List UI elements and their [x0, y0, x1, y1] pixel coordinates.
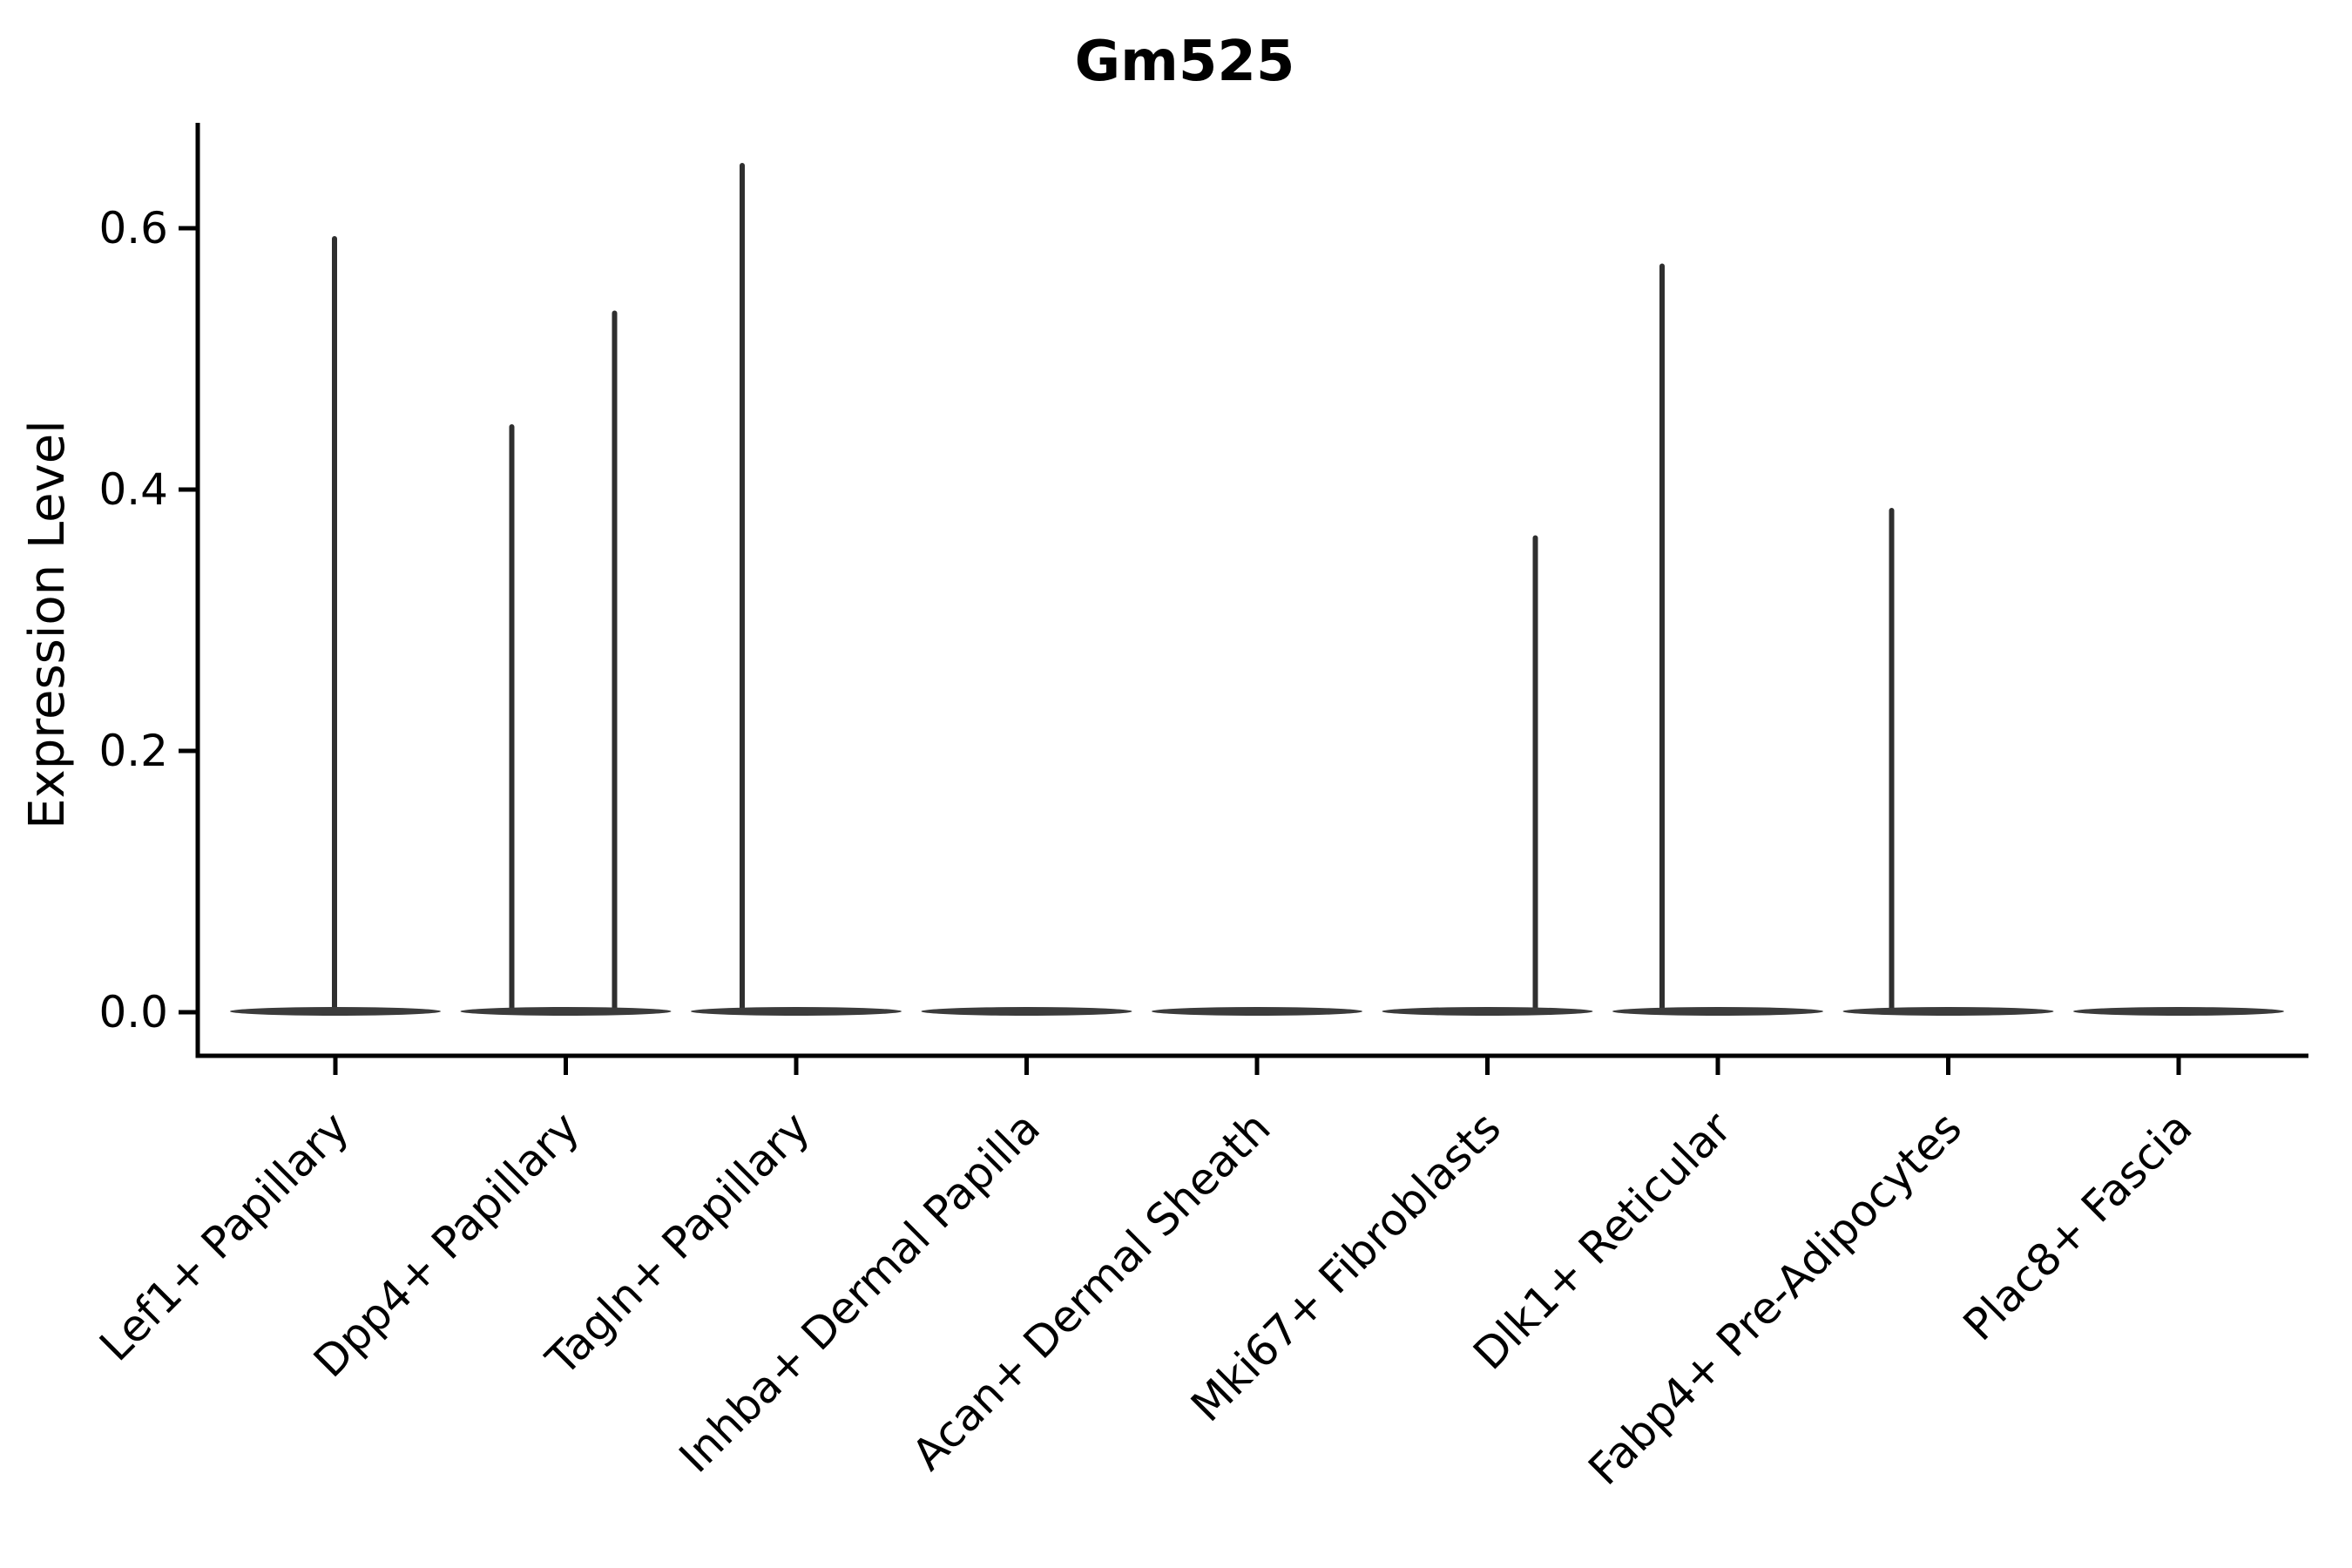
violin-body: [1842, 1007, 2054, 1016]
y-tick-label: 0.2: [98, 726, 168, 776]
violin-body: [1152, 1007, 1362, 1016]
violin-body: [230, 1007, 441, 1016]
violin-body: [1382, 1007, 1593, 1016]
x-tick-label: Plac8+ Fascia: [1954, 1102, 2202, 1350]
violin-body: [1612, 1007, 1823, 1016]
violin-body: [691, 1007, 902, 1016]
x-tick-label: Fabp4+ Pre-Adipocytes: [1578, 1102, 1971, 1495]
violin-body: [921, 1007, 1132, 1016]
y-tick-label: 0.0: [98, 987, 168, 1037]
chart-title: Gm525: [1074, 30, 1295, 94]
y-tick-label: 0.6: [98, 203, 168, 253]
x-tick-label: Lef1+ Papillary: [90, 1102, 358, 1370]
y-tick-label: 0.4: [98, 464, 168, 515]
violin-body: [2073, 1007, 2284, 1016]
violin-body: [460, 1007, 672, 1016]
